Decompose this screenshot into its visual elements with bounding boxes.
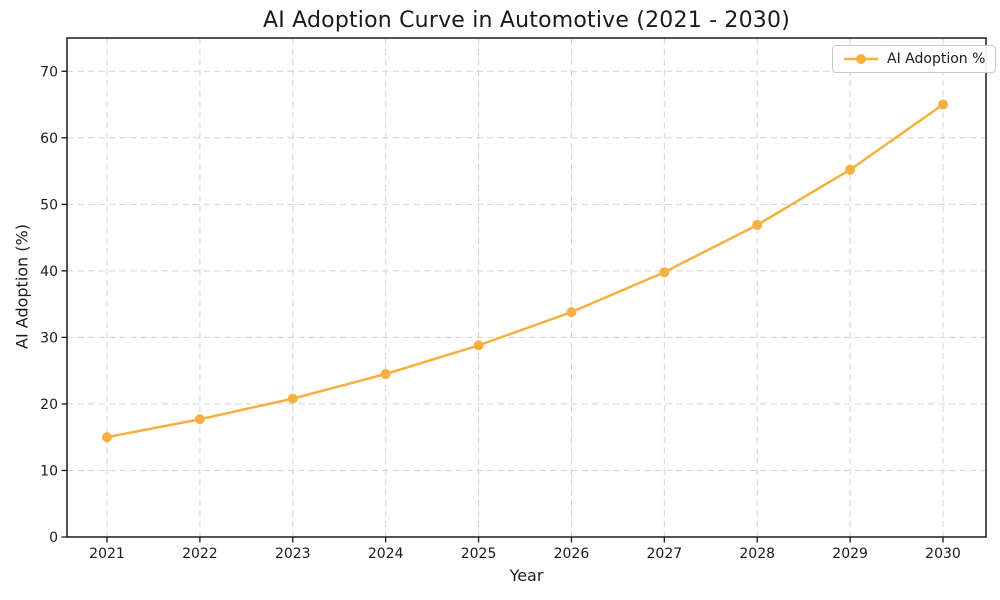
y-tick-label: 60 [40, 131, 58, 147]
x-tick-label: 2026 [554, 546, 590, 562]
y-tick-label: 70 [40, 64, 58, 80]
series-line [105, 103, 945, 439]
data-point [659, 267, 670, 278]
legend-line-marker-icon [844, 54, 878, 64]
data-point [194, 414, 205, 425]
axis-ticks [61, 70, 944, 543]
x-tick-label: 2028 [739, 546, 775, 562]
x-tick-label: 2022 [182, 546, 218, 562]
data-point [938, 99, 948, 110]
legend: AI Adoption % [832, 45, 997, 73]
y-tick-label: 50 [40, 197, 58, 213]
x-tick-label: 2021 [89, 546, 125, 562]
data-point [752, 219, 763, 230]
x-tick-label: 2029 [832, 546, 868, 562]
data-point [287, 393, 298, 404]
y-axis-label: AI Adoption (%) [12, 224, 32, 349]
y-tick-label: 10 [40, 463, 58, 479]
grid-lines [67, 38, 986, 538]
x-tick-label: 2024 [368, 546, 404, 562]
data-point [566, 307, 577, 318]
plot-border [66, 37, 987, 538]
data-point [102, 432, 112, 443]
x-tick-label: 2030 [925, 546, 961, 562]
chart-title: AI Adoption Curve in Automotive (2021 - … [263, 8, 790, 33]
legend-label: AI Adoption % [887, 51, 986, 67]
tick-labels: 2021 2022 2023 2024 2025 2026 2027 2028 2029 2030… [40, 64, 961, 562]
y-tick-label: 0 [49, 530, 58, 546]
x-tick-label: 2023 [275, 546, 311, 562]
x-tick-label: 2027 [647, 546, 683, 562]
y-tick-label: 40 [40, 264, 58, 280]
x-axis-label: Year [509, 566, 544, 585]
y-tick-label: 30 [40, 330, 58, 346]
data-point [380, 368, 391, 379]
y-tick-label: 20 [40, 397, 58, 413]
data-point [845, 164, 856, 175]
x-tick-label: 2025 [461, 546, 497, 562]
data-point [473, 340, 484, 351]
